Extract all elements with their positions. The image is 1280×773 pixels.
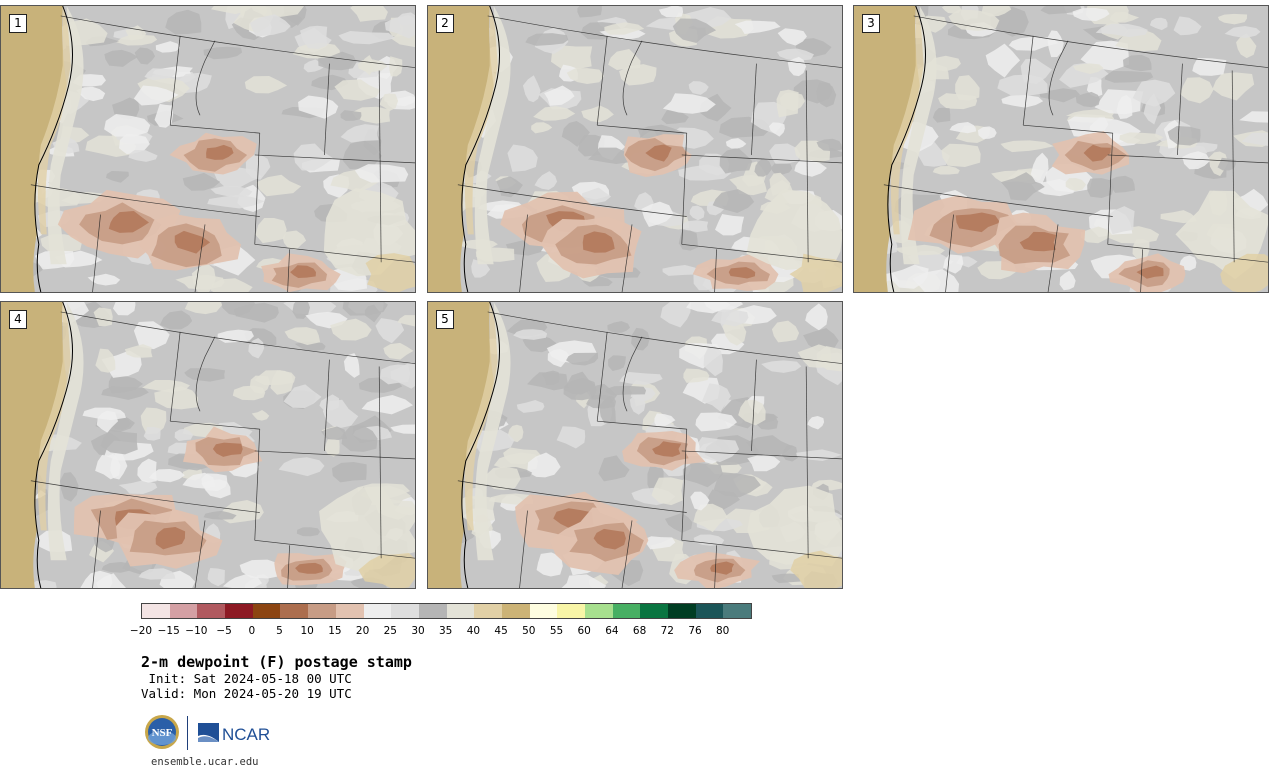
colorbar-tick-label: 68 xyxy=(632,625,647,637)
colorbar-swatch xyxy=(197,604,226,618)
colorbar-tick-label: 64 xyxy=(605,625,619,637)
ncar-logo-text: NCAR xyxy=(222,725,270,744)
colorbar-swatch xyxy=(668,604,696,618)
panel-number-label: 5 xyxy=(436,310,454,329)
colorbar-swatch xyxy=(169,604,198,618)
nsf-logo-icon: NSF xyxy=(145,715,179,749)
colorbar-tick-label: −15 xyxy=(157,625,180,637)
colorbar-tick-label: −5 xyxy=(216,625,232,637)
colorbar-swatch xyxy=(391,604,419,618)
colorbar-tick-label: 30 xyxy=(411,625,425,637)
site-url: ensemble.ucar.edu xyxy=(151,756,259,768)
colorbar-tick-label: 60 xyxy=(577,625,591,637)
plot-title: 2-m dewpoint (F) postage stamp xyxy=(141,653,412,671)
colorbar-swatch xyxy=(557,604,585,618)
colorbar-swatch xyxy=(585,604,613,618)
colorbar-swatch xyxy=(418,604,447,618)
colorbar-swatch xyxy=(335,604,364,618)
colorbar-tick-label: 45 xyxy=(494,625,508,637)
colorbar-swatch xyxy=(308,604,336,618)
colorbar-tick-label: 20 xyxy=(355,625,370,637)
panel-number-label: 1 xyxy=(9,14,27,33)
colorbar-tick-label: 72 xyxy=(660,625,674,637)
ensemble-member-panel-3: 3 xyxy=(853,5,1269,293)
colorbar-tick-label: 0 xyxy=(248,625,256,637)
colorbar-swatch xyxy=(363,604,392,618)
colorbar-tick-label: 80 xyxy=(716,625,730,637)
ensemble-member-panel-2: 2 xyxy=(427,5,843,293)
dewpoint-map-4 xyxy=(1,302,415,588)
logo-divider xyxy=(187,716,188,750)
colorbar-tick-label: 40 xyxy=(466,625,481,637)
ncar-logo-icon: NCAR xyxy=(198,723,270,744)
colorbar-swatch xyxy=(612,604,641,618)
dewpoint-colorbar xyxy=(141,603,753,619)
colorbar-swatch xyxy=(252,604,281,618)
colorbar-swatch xyxy=(446,604,475,618)
colorbar-swatch xyxy=(280,604,309,618)
colorbar-tick-label: 10 xyxy=(300,625,314,637)
sponsor-logos: NSF NCAR xyxy=(144,713,274,753)
panel-number-label: 3 xyxy=(862,14,880,33)
colorbar-tick-label: 76 xyxy=(688,625,702,637)
colorbar-tick-label: 15 xyxy=(328,625,342,637)
ensemble-member-panel-4: 4 xyxy=(0,301,416,589)
colorbar-swatch xyxy=(474,604,502,618)
colorbar-tick-label: 55 xyxy=(549,625,564,637)
colorbar-tick-label: 5 xyxy=(276,625,283,637)
colorbar-tick-labels: −20 −15 −10 −5 0 5 10 15 20 25 30 35 40 45 50 55 60 64 68 7… xyxy=(130,625,761,639)
ensemble-member-panel-5: 5 xyxy=(427,301,843,589)
colorbar-tick-label: −10 xyxy=(185,625,208,637)
nsf-logo-text: NSF xyxy=(152,727,173,739)
colorbar-swatch xyxy=(142,604,170,618)
colorbar-tick-label: 25 xyxy=(383,625,397,637)
colorbar-swatch xyxy=(501,604,530,618)
panel-number-label: 2 xyxy=(436,14,454,33)
panel-number-label: 4 xyxy=(9,310,27,329)
colorbar-tick-label: 35 xyxy=(439,625,453,637)
colorbar-swatch xyxy=(640,604,669,618)
dewpoint-map-5 xyxy=(428,302,842,588)
init-time: Init: Sat 2024-05-18 00 UTC xyxy=(141,671,352,686)
colorbar-swatch xyxy=(529,604,558,618)
colorbar-swatch xyxy=(225,604,253,618)
dewpoint-map-3 xyxy=(854,6,1268,292)
dewpoint-map-2 xyxy=(428,6,842,292)
colorbar-tick-label: −20 xyxy=(129,625,153,637)
colorbar-tick-label: 50 xyxy=(522,625,536,637)
colorbar-swatch xyxy=(695,604,724,618)
colorbar-swatch xyxy=(723,604,752,618)
valid-time: Valid: Mon 2024-05-20 19 UTC xyxy=(141,686,352,701)
ensemble-member-panel-1: 1 xyxy=(0,5,416,293)
dewpoint-map-1 xyxy=(1,6,415,292)
